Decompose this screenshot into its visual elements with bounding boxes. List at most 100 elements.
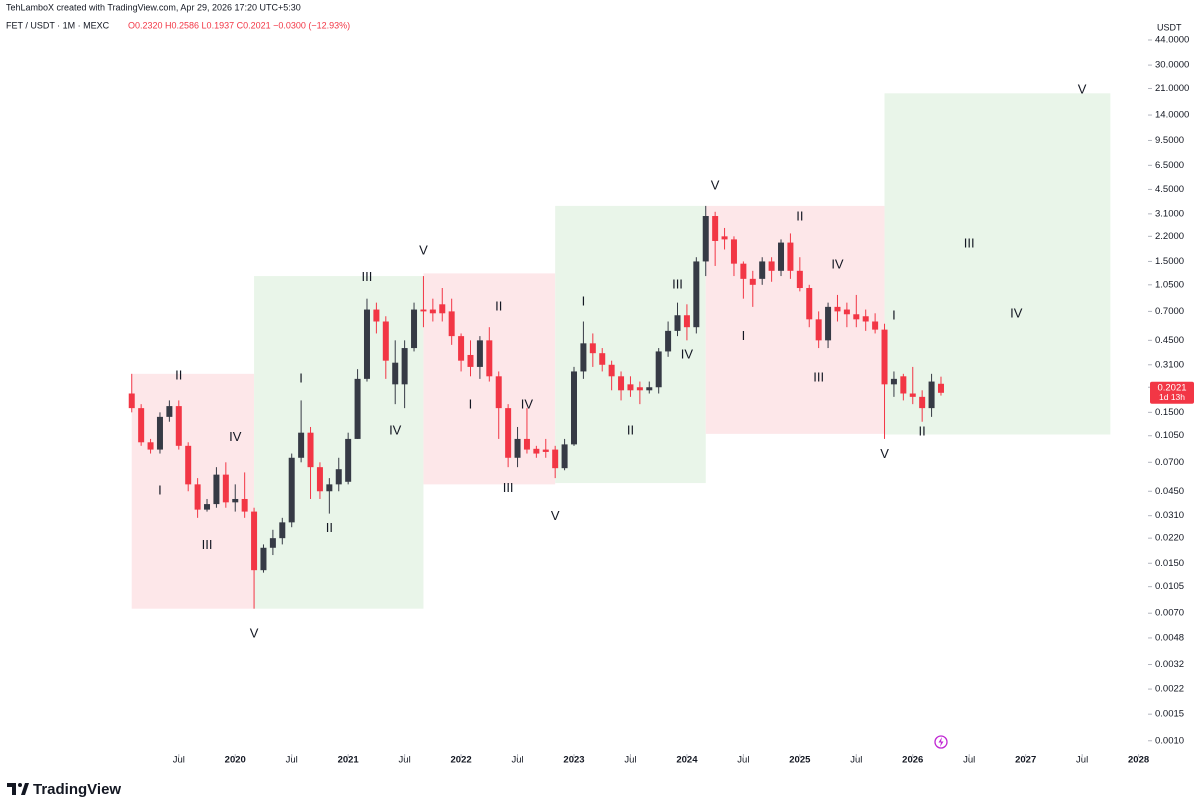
y-tick-label: 0.0032 xyxy=(1155,659,1184,670)
y-tick-label: 0.0700 xyxy=(1155,457,1184,468)
y-tick-label: 0.0015 xyxy=(1155,709,1184,720)
y-tick-label: 0.0070 xyxy=(1155,608,1184,619)
wave-label: IV xyxy=(831,256,844,271)
lightning-icon xyxy=(934,735,948,749)
logo: TradingView xyxy=(7,781,121,798)
wave-label: V xyxy=(1078,81,1087,96)
y-tick-label: 1.5000 xyxy=(1155,256,1184,267)
y-tick-label: 9.5000 xyxy=(1155,135,1184,146)
wave-label: V xyxy=(250,625,259,640)
y-tick-label: 4.5000 xyxy=(1155,184,1184,195)
y-tick-label: 0.0048 xyxy=(1155,632,1184,643)
x-tick-label: Jul xyxy=(624,755,636,766)
zones xyxy=(131,93,1111,609)
wave-label: IV xyxy=(229,429,242,444)
price-tag-value: 0.2021 xyxy=(1157,382,1186,393)
wave-label: III xyxy=(202,537,213,552)
candle-body xyxy=(392,362,399,385)
candle-body xyxy=(890,378,897,385)
candle-body xyxy=(335,469,342,485)
y-tick-label: 3.1000 xyxy=(1155,208,1184,219)
candle-body xyxy=(523,438,530,450)
x-tick-label: 2028 xyxy=(1128,755,1149,766)
wave-label: III xyxy=(503,480,514,495)
candle-body xyxy=(787,242,794,271)
candle-body xyxy=(166,406,173,417)
y-tick-label: 44.0000 xyxy=(1155,35,1189,46)
axes: 44.0000 30.0000 21.0000 14.0000 9.5000 6.5000… xyxy=(173,35,1194,766)
candle-body xyxy=(354,378,361,439)
candle-body xyxy=(693,261,700,328)
wave-label: I xyxy=(892,308,896,323)
y-tick-label: 21.0000 xyxy=(1155,83,1189,94)
candle-body xyxy=(721,236,728,240)
zone xyxy=(555,205,706,484)
wave-label: IV xyxy=(389,422,402,437)
y-tick-label: 0.0450 xyxy=(1155,486,1184,497)
symbol: FET / USDT · 1M · MEXC xyxy=(6,20,110,30)
y-tick-label: 1.0500 xyxy=(1155,279,1184,290)
candle-body xyxy=(307,432,314,468)
candle-body xyxy=(213,474,220,505)
y-tick-label: 0.0105 xyxy=(1155,581,1184,592)
wave-label: V xyxy=(711,177,720,192)
candle-body xyxy=(674,315,681,331)
y-tick-label: 0.0220 xyxy=(1155,533,1184,544)
candle-body xyxy=(251,511,258,571)
candle-body xyxy=(326,484,333,492)
x-tick-label: Jul xyxy=(286,755,298,766)
candle-body xyxy=(533,448,540,454)
candle-body xyxy=(345,438,352,482)
x-tick-label: 2023 xyxy=(563,755,584,766)
wave-label: I xyxy=(582,293,586,308)
wave-label: III xyxy=(362,269,373,284)
candle-body xyxy=(316,467,323,492)
y-tick-label: 14.0000 xyxy=(1155,110,1189,121)
candle-body xyxy=(411,309,418,349)
candle-body xyxy=(806,288,813,320)
wave-label: IV xyxy=(681,346,694,361)
candle-body xyxy=(730,239,737,264)
x-tick-label: Jul xyxy=(511,755,523,766)
x-tick-label: Jul xyxy=(850,755,862,766)
x-tick-label: Jul xyxy=(737,755,749,766)
candle-body xyxy=(618,376,625,391)
candle-body xyxy=(147,442,154,450)
candle-body xyxy=(749,278,756,285)
wave-label: III xyxy=(964,235,975,250)
candle-body xyxy=(420,309,427,312)
price-tag xyxy=(1150,381,1194,404)
candle-body xyxy=(665,330,672,352)
price-tag-countdown: 1d 13h xyxy=(1159,392,1185,402)
y-unit: USDT xyxy=(1157,22,1182,32)
candle-body xyxy=(185,445,192,485)
candle-body xyxy=(429,309,436,314)
wave-label: V xyxy=(419,242,428,257)
x-tick-label: 2022 xyxy=(451,755,472,766)
wave-label: I xyxy=(158,483,162,498)
x-tick-label: Jul xyxy=(399,755,411,766)
candle-body xyxy=(542,449,549,452)
candle-body xyxy=(599,353,606,365)
candle-body xyxy=(627,384,634,391)
x-tick-label: Jul xyxy=(1076,755,1088,766)
x-tick-label: 2027 xyxy=(1015,755,1036,766)
candle-body xyxy=(175,406,182,446)
x-tick-label: 2024 xyxy=(676,755,698,766)
candle-body xyxy=(759,261,766,279)
candle-body xyxy=(862,316,869,322)
candle-body xyxy=(571,371,577,445)
candle-body xyxy=(505,408,512,458)
header: TehLamboX created with TradingView.com, … xyxy=(6,2,301,12)
candle-body xyxy=(269,538,276,548)
candle-body xyxy=(382,321,389,361)
y-tick-label: 6.5000 xyxy=(1155,160,1184,171)
candle-body xyxy=(552,449,559,469)
candle-body xyxy=(260,547,267,571)
x-tick-label: Jul xyxy=(173,755,185,766)
candle-body xyxy=(937,383,944,393)
candle-body xyxy=(128,393,135,409)
